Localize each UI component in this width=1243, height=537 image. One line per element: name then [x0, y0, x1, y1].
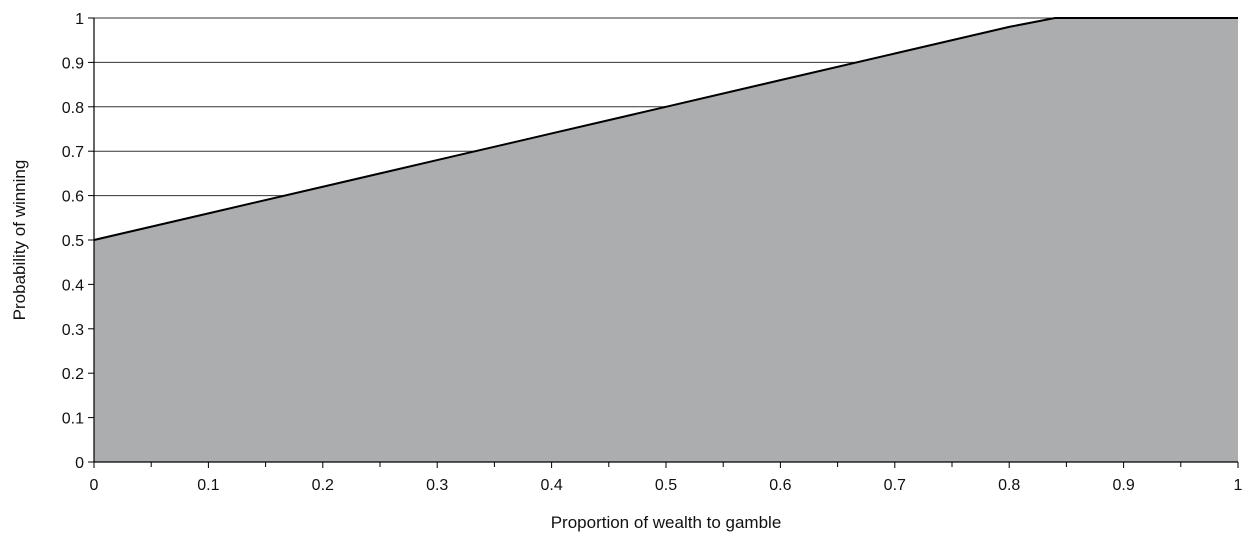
y-tick-label-9: 0.9 [62, 55, 84, 72]
x-tick-label-3: 0.3 [426, 477, 448, 494]
x-tick-label-7: 0.7 [884, 477, 906, 494]
y-tick-label-2: 0.2 [62, 366, 84, 383]
x-tick-label-1: 0.1 [197, 477, 219, 494]
x-tick-label-9: 0.9 [1112, 477, 1134, 494]
y-tick-label-1: 0.1 [62, 411, 84, 428]
x-tick-label-6: 0.6 [769, 477, 791, 494]
ticks: 0 0.1 0.2 0.3 0.4 0.5 0.6 0.7 0.8 0.9 1 0 0.1 0.2 0.3 0… [62, 11, 1243, 494]
y-tick-label-6: 0.6 [62, 189, 84, 206]
area-fill [94, 18, 1238, 462]
x-axis-title: Proportion of wealth to gamble [551, 513, 782, 532]
y-tick-label-3: 0.3 [62, 322, 84, 339]
x-tick-label-4: 0.4 [540, 477, 562, 494]
x-tick-label-10: 1 [1234, 477, 1243, 494]
x-tick-label-8: 0.8 [998, 477, 1020, 494]
y-tick-label-4: 0.4 [62, 277, 84, 294]
area-line [93, 17, 1238, 241]
area-series [93, 17, 1238, 462]
y-tick-label-10: 1 [75, 11, 84, 28]
y-tick-label-5: 0.5 [62, 233, 84, 250]
x-tick-label-5: 0.5 [655, 477, 677, 494]
y-tick-label-0: 0 [75, 455, 84, 472]
x-tick-label-0: 0 [90, 477, 99, 494]
y-axis-title: Probability of winning [10, 160, 29, 321]
x-tick-label-2: 0.2 [312, 477, 334, 494]
y-tick-label-7: 0.7 [62, 144, 84, 161]
y-tick-label-8: 0.8 [62, 100, 84, 117]
